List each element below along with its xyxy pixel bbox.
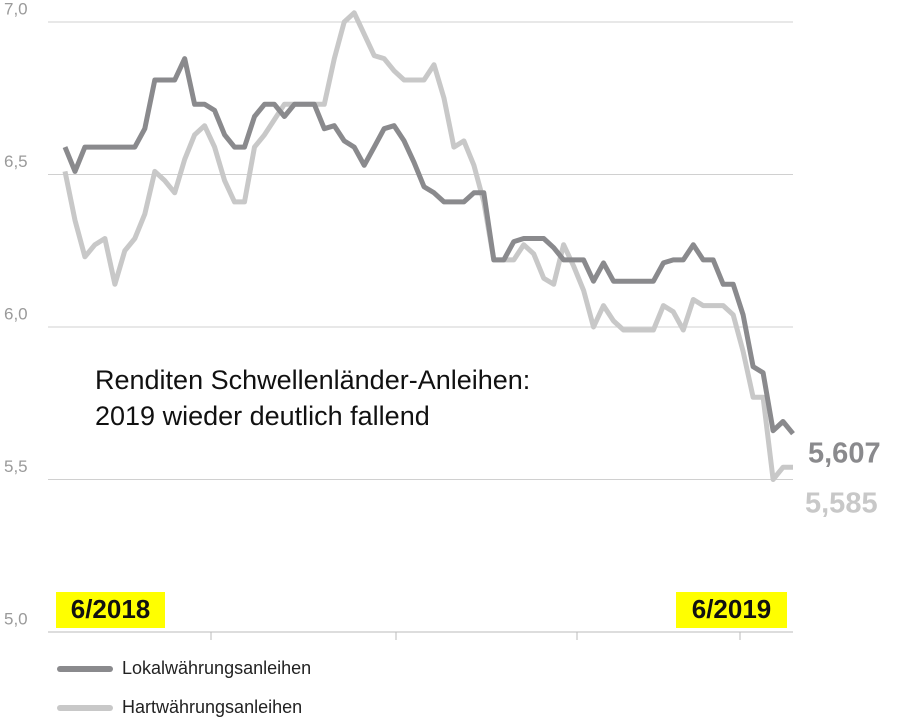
end-label: 5,585 <box>805 488 878 520</box>
annotation: 2019 wieder deutlich fallend <box>95 401 430 431</box>
legend-label: Hartwährungsanleihen <box>122 697 302 717</box>
y-tick-label: 6,0 <box>4 304 28 323</box>
y-tick-label: 7,0 <box>4 0 28 18</box>
series-line <box>62 56 795 436</box>
date-marker-bg <box>56 592 165 628</box>
series-line <box>62 10 793 482</box>
annotation: Renditen Schwellenländer-Anleihen: <box>95 365 530 395</box>
date-marker: 6/2019 <box>692 594 772 624</box>
y-tick-label: 5,5 <box>4 457 28 476</box>
date-marker-bg <box>676 592 787 628</box>
date-marker: 6/2018 <box>71 594 151 624</box>
y-tick-label: 5,0 <box>4 609 28 628</box>
end-label: 5,607 <box>808 438 881 470</box>
legend-label: Lokalwährungsanleihen <box>122 658 311 678</box>
y-tick-label: 6,5 <box>4 152 28 171</box>
